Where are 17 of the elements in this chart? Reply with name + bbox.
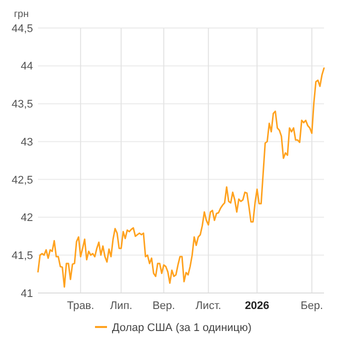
y-tick-label: 41,5 <box>12 250 33 262</box>
x-tick-label: Вер. <box>152 300 176 312</box>
x-tick-label: 2026 <box>244 300 270 312</box>
legend-label: Долар США (за 1 одиницю) <box>112 322 252 334</box>
line-series <box>37 67 325 288</box>
y-tick-label: 44,5 <box>12 22 33 35</box>
y-tick-label: 41 <box>20 288 33 300</box>
x-tick-label: Трав. <box>66 300 94 312</box>
x-tick-label: Лип. <box>110 300 132 312</box>
x-tick-label: Лист. <box>196 300 222 312</box>
x-tick-label: Бер. <box>300 300 324 312</box>
y-axis-title: грн <box>14 9 29 20</box>
y-tick-label: 42,5 <box>12 174 33 186</box>
y-tick-label: 43 <box>20 136 33 148</box>
y-tick-label: 43,5 <box>12 98 33 111</box>
y-tick-label: 44 <box>20 60 33 73</box>
y-tick-label: 42 <box>20 212 33 224</box>
